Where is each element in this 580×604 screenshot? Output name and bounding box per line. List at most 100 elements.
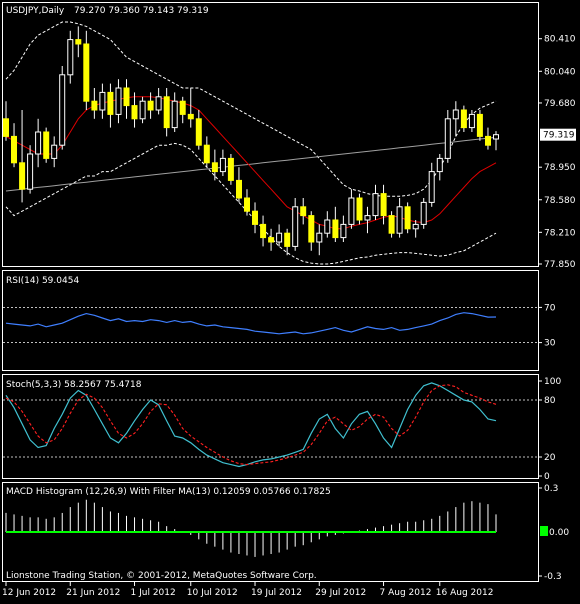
price-tick-label: 78.210 <box>544 228 576 238</box>
price-tick-label: 80.410 <box>544 35 576 45</box>
candle-body <box>284 232 291 247</box>
candle-body <box>107 91 114 115</box>
date-tick-label: 16 Aug 2012 <box>436 588 494 598</box>
candle-body <box>412 223 419 230</box>
candle-body <box>452 109 459 120</box>
current-price-label: 79.319 <box>543 131 575 141</box>
candle-body <box>11 135 17 164</box>
candle-body <box>131 105 138 120</box>
candle-body <box>171 100 178 129</box>
candle-body <box>300 206 307 217</box>
candle-body <box>340 223 347 239</box>
stoch-panel-title: Stoch(5,3,3) 58.2567 75.4718 <box>6 380 142 390</box>
candle-body <box>292 206 299 247</box>
stoch-axis: 100 80 20 0 <box>538 377 561 482</box>
price-tick-label: 78.950 <box>544 163 576 173</box>
candle-body <box>27 153 34 190</box>
moving-average-short <box>5 96 497 230</box>
rsi-panel: 70 30 RSI(14) 59.0454 <box>2 270 556 371</box>
osc-tick-label: 100 <box>544 377 561 387</box>
macd-tick-label: -0.3 <box>544 572 562 582</box>
macd-layer <box>5 499 497 557</box>
stoch-signal-line <box>5 384 497 466</box>
rsi-line <box>5 312 497 335</box>
candle-body <box>276 232 283 243</box>
candle-body <box>163 96 170 129</box>
candle-body <box>179 100 186 115</box>
candle-body <box>75 39 82 45</box>
osc-tick-label: 30 <box>544 339 556 349</box>
candle-body <box>123 87 130 107</box>
candle-body <box>485 135 491 146</box>
candle-body <box>268 237 275 243</box>
candle-body <box>380 193 387 217</box>
current-price-tag: 79.319 <box>540 128 576 141</box>
price-layer <box>3 21 499 265</box>
moving-average-long <box>5 136 497 192</box>
rsi-layer <box>3 306 538 344</box>
candle-body <box>420 201 427 225</box>
bollinger-upper-band <box>5 21 497 197</box>
candle-body <box>91 100 98 111</box>
candle-body <box>468 113 475 129</box>
candle-body <box>372 193 379 217</box>
macd-value-tag: 0.00 <box>540 526 569 538</box>
date-tick-label: 12 Jun 2012 <box>2 588 56 598</box>
rsi-panel-title: RSI(14) 59.0454 <box>6 276 79 286</box>
candle-body <box>219 157 226 173</box>
candle-body <box>3 118 9 137</box>
date-tick-label: 1 Jul 2012 <box>131 588 176 598</box>
candle-body <box>308 215 315 243</box>
candle-body <box>203 144 210 164</box>
candle-body <box>227 157 234 181</box>
price-panel-title: USDJPY,Daily <box>6 6 65 16</box>
osc-tick-label: 20 <box>544 453 556 463</box>
price-panel: 80.410 80.040 79.680 78.950 78.580 78.210 77.8… <box>2 2 576 270</box>
price-tick-label: 77.850 <box>544 260 576 270</box>
candle-body <box>211 162 218 173</box>
candle-body <box>155 96 162 111</box>
candle-body <box>356 197 363 221</box>
candle-body <box>195 118 202 146</box>
candle-body <box>35 131 42 155</box>
candle-body <box>324 219 331 234</box>
date-tick-label: 29 Jul 2012 <box>315 588 366 598</box>
candle-body <box>404 206 411 230</box>
candle-body <box>364 215 371 221</box>
candle-body <box>244 197 250 212</box>
candle-body <box>260 223 267 239</box>
candle-body <box>236 179 242 199</box>
osc-tick-label: 70 <box>544 303 556 313</box>
candle-body <box>316 232 323 243</box>
date-tick-label: 7 Aug 2012 <box>380 588 432 598</box>
candle-body <box>493 134 499 140</box>
candle-body <box>147 100 154 111</box>
date-tick-label: 19 Jul 2012 <box>251 588 302 598</box>
candle-body <box>436 157 443 173</box>
stoch-main-line <box>5 382 497 468</box>
candle-body <box>43 131 50 159</box>
candle-body <box>83 43 90 102</box>
copyright-text: Lionstone Trading Station, © 2001-2012, … <box>6 571 317 581</box>
candle-body <box>51 144 58 159</box>
candle-body <box>348 197 355 225</box>
candle-body <box>19 162 26 190</box>
candle-body <box>332 219 339 239</box>
candle-body <box>396 206 403 234</box>
rsi-axis: 70 30 <box>538 303 556 349</box>
candle-body <box>115 87 122 115</box>
price-tick-label: 78.580 <box>544 196 576 206</box>
ohlc-values: 79.270 79.360 79.143 79.319 <box>74 6 209 16</box>
macd-axis: 0.3 -0.3 <box>538 484 562 582</box>
candle-body <box>444 118 451 159</box>
price-tick-label: 79.680 <box>544 99 576 109</box>
date-tick-label: 10 Jul 2012 <box>187 588 238 598</box>
osc-tick-label: 80 <box>544 396 556 406</box>
macd-current-value: 0.00 <box>549 528 569 538</box>
macd-tick-label: 0.3 <box>544 484 558 494</box>
macd-panel-title: MACD Histogram (12,26,9) With Filter MA(… <box>6 487 331 497</box>
price-tick-label: 80.040 <box>544 67 576 77</box>
candle-body <box>139 100 146 120</box>
date-axis: 12 Jun 2012 21 Jun 2012 1 Jul 2012 10 Jul 2… <box>2 582 493 598</box>
